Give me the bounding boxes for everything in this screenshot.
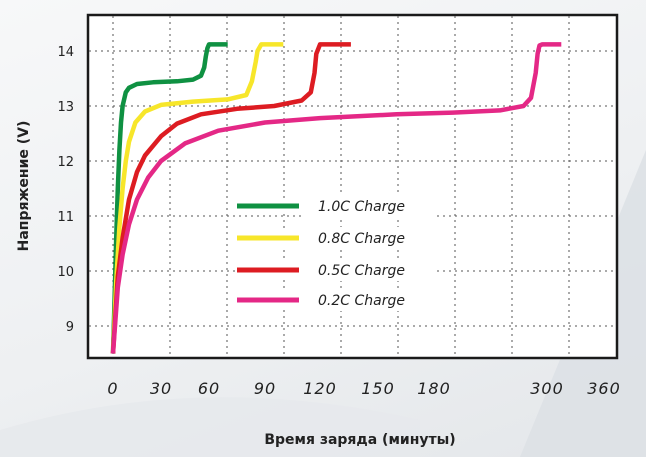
- legend-text-backdrop: [305, 227, 435, 249]
- legend-text-backdrop: [305, 195, 435, 217]
- grid-lines: [89, 16, 616, 357]
- y-axis-ticks: 9 10 11 12 13 14: [57, 45, 74, 335]
- x-tick-label: 150: [361, 379, 395, 398]
- y-tick-label: 9: [66, 320, 74, 335]
- x-tick-label: 180: [417, 379, 451, 398]
- legend-text-backdrop: [305, 289, 435, 311]
- y-tick-label: 10: [57, 265, 74, 280]
- x-tick-label: 90: [254, 379, 276, 398]
- legend-label: 0.8C Charge: [318, 231, 405, 247]
- x-tick-label: 120: [303, 379, 337, 398]
- x-axis-title: Время заряда (минуты): [264, 432, 455, 448]
- series-line: [110, 42, 228, 354]
- series-line: [110, 42, 351, 354]
- legend-text-backdrop: [305, 259, 435, 281]
- legend-label: 0.5C Charge: [318, 263, 405, 279]
- x-tick-label: 30: [150, 379, 172, 398]
- x-tick-label: 300: [530, 379, 564, 398]
- y-tick-label: 14: [57, 45, 74, 60]
- series-lines: [110, 42, 562, 354]
- series-line: [110, 42, 562, 354]
- y-tick-label: 11: [57, 210, 74, 225]
- y-tick-label: 13: [57, 100, 74, 115]
- series-line: [110, 42, 284, 354]
- x-tick-label: 0: [107, 379, 118, 398]
- legend-label: 1.0C Charge: [318, 199, 405, 215]
- legend: 1.0C Charge 0.8C Charge 0.5C Charge 0.2C Ch…: [235, 195, 435, 311]
- y-axis-title: Напряжение (V): [16, 121, 32, 252]
- x-tick-label: 360: [587, 379, 621, 398]
- x-tick-label: 60: [198, 379, 220, 398]
- legend-label: 0.2C Charge: [318, 293, 405, 309]
- x-axis-ticks: 0 30 60 90 120 150 180 300 360: [107, 379, 621, 398]
- y-tick-label: 12: [57, 155, 74, 170]
